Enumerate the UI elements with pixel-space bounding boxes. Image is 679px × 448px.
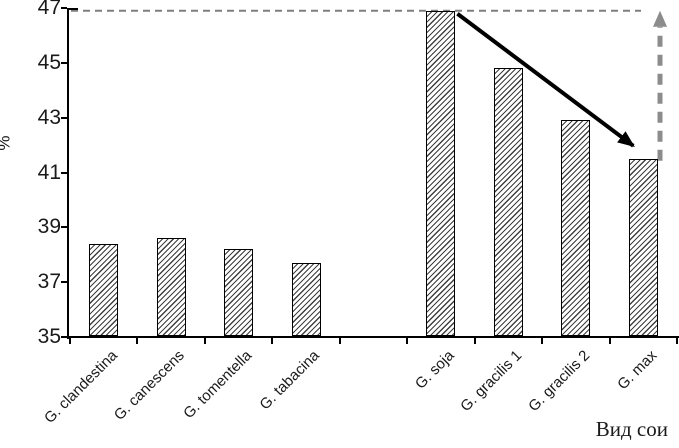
y-tick-mark xyxy=(61,116,67,119)
x-tick-mark xyxy=(473,338,476,344)
y-tick-label: 45 xyxy=(37,50,61,74)
y-axis-line xyxy=(67,8,69,339)
y-axis-top-cap xyxy=(69,8,78,10)
bar-g-tabacina xyxy=(291,262,321,336)
y-tick-label: 47 xyxy=(37,0,61,19)
bar-g-clandestina xyxy=(89,243,119,336)
bar-g-gracilis-1 xyxy=(493,68,523,336)
x-tick-mark xyxy=(608,338,611,344)
x-axis-line xyxy=(67,336,679,338)
y-tick-mark xyxy=(61,171,67,174)
y-axis-title: % xyxy=(0,135,15,150)
y-tick-mark xyxy=(61,226,67,229)
y-tick-mark xyxy=(61,281,67,284)
y-tick-label: 35 xyxy=(37,325,61,348)
x-tick-mark xyxy=(136,338,139,344)
y-tick-label: 39 xyxy=(37,215,61,239)
y-tick-label: 41 xyxy=(37,160,61,184)
x-tick-mark xyxy=(676,338,678,344)
x-tick-mark xyxy=(541,338,544,344)
rise-dashed-arrow-head xyxy=(653,10,667,27)
x-tick-mark xyxy=(271,338,274,344)
x-tick-mark xyxy=(69,338,71,344)
x-tick-mark xyxy=(406,338,409,344)
y-tick-label: 43 xyxy=(37,105,61,129)
y-tick-mark xyxy=(61,336,67,338)
x-tick-mark xyxy=(338,338,341,344)
x-axis-title: Вид сои xyxy=(595,417,668,441)
decline-trend-arrow xyxy=(456,12,635,148)
y-tick-mark xyxy=(61,7,67,9)
bar-g-canescens xyxy=(156,238,186,336)
x-tick-mark xyxy=(203,338,206,344)
bar-g-soja xyxy=(426,10,456,336)
y-tick-label: 37 xyxy=(37,270,61,294)
bar-g-gracilis-2 xyxy=(561,120,591,336)
bar-g-tomentella xyxy=(224,249,254,336)
bar-g-max xyxy=(628,158,658,336)
y-tick-mark xyxy=(61,61,67,64)
